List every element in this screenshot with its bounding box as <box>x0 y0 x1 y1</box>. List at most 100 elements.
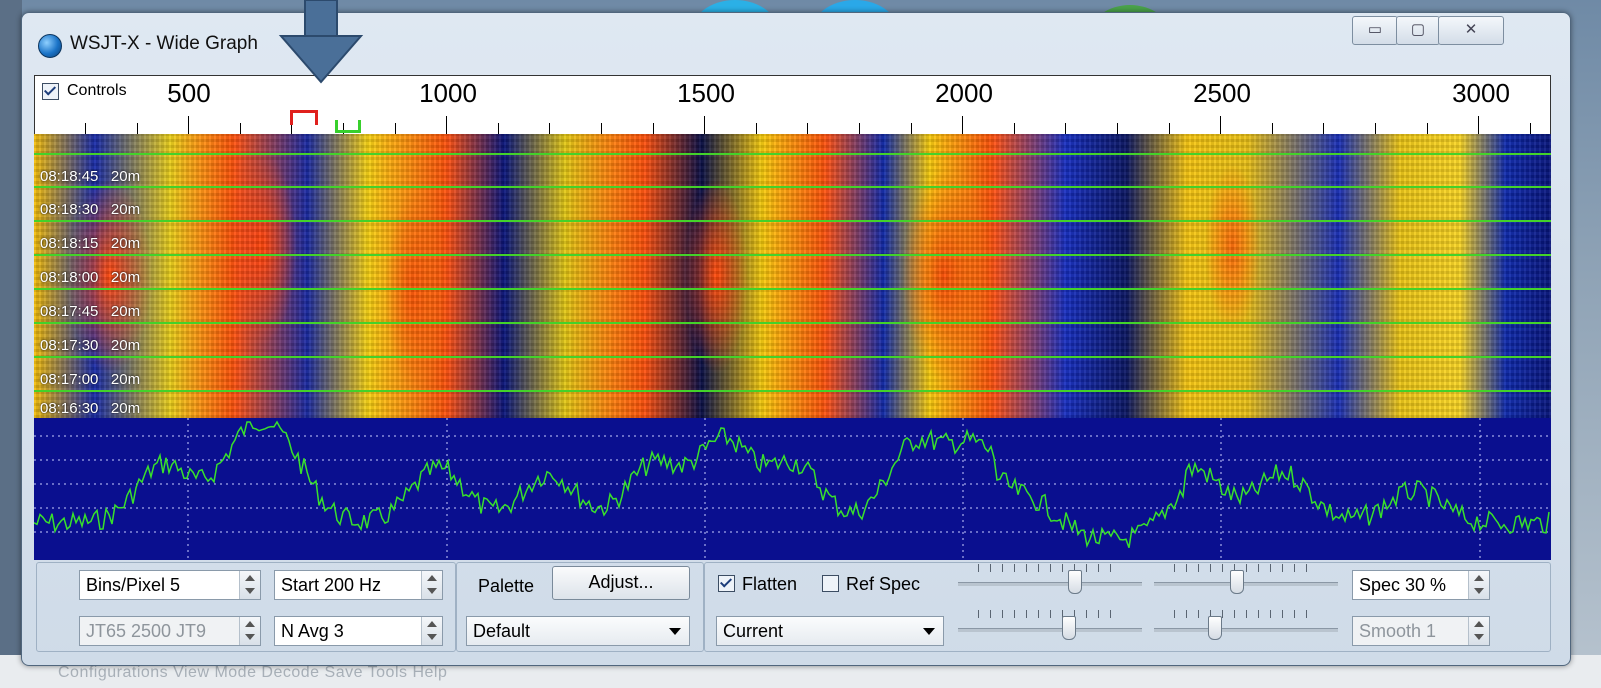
ruler-tick <box>1323 123 1325 134</box>
controls-label: Controls <box>67 82 127 99</box>
slider-handle[interactable] <box>1208 616 1222 640</box>
waterfall-timestamp: 08:16:30 20m <box>40 400 141 417</box>
dropdown-arrow-icon <box>923 628 935 635</box>
n-avg-spinbox[interactable]: N Avg 3 <box>274 616 443 646</box>
ruler-tick <box>1168 123 1170 134</box>
freq-label: 500 <box>167 78 211 108</box>
waterfall-timestamp: 08:18:00 20m <box>40 269 141 286</box>
spec-percent-spinbox[interactable]: Spec 30 % <box>1352 570 1490 600</box>
ruler-tick <box>291 123 293 134</box>
close-icon: ✕ <box>1464 21 1478 38</box>
group-palette <box>456 562 704 652</box>
period-separator <box>34 390 1551 392</box>
n-avg-value: N Avg 3 <box>281 621 344 641</box>
jt65-jt9-split-spinbox[interactable]: JT65 2500 JT9 <box>79 616 261 646</box>
waterfall-timestamp: 08:18:15 20m <box>40 235 141 252</box>
period-separator <box>34 220 1551 222</box>
waterfall-timestamp: 08:17:45 20m <box>40 303 141 320</box>
waterfall-noise <box>34 134 1551 418</box>
frequency-ruler[interactable]: Controls 500 1000 1500 2000 2500 3000 <box>34 75 1551 135</box>
ruler-tick <box>859 123 860 134</box>
group-flatten <box>704 562 1551 652</box>
slider-handle[interactable] <box>1062 616 1076 640</box>
palette-select[interactable]: Default <box>466 616 690 646</box>
ruler-tick <box>1426 123 1428 134</box>
period-separator <box>34 322 1551 324</box>
period-separator <box>34 153 1551 155</box>
period-separator <box>34 186 1551 188</box>
tx-frequency-marker[interactable] <box>290 110 318 125</box>
flatten-label: Flatten <box>742 574 798 594</box>
spectrum-gain-slider[interactable] <box>958 610 1142 646</box>
slider-ticks <box>1174 564 1318 572</box>
spectrum-svg <box>34 418 1551 560</box>
spin-arrows-icon[interactable] <box>239 571 260 599</box>
ruler-tick <box>1220 116 1222 134</box>
waterfall-display[interactable]: 08:18:45 20m 08:18:30 20m 08:18:15 20m 0… <box>34 134 1551 418</box>
group-bins <box>36 562 456 652</box>
waterfall-timestamp: 08:18:30 20m <box>40 201 141 218</box>
waterfall-timestamp: 08:17:30 20m <box>40 337 141 354</box>
flatten-checkbox[interactable] <box>718 575 735 592</box>
adjust-palette-button[interactable]: Adjust... <box>552 566 690 600</box>
jt65-jt9-split-value: JT65 2500 JT9 <box>86 621 207 641</box>
ruler-tick <box>1117 123 1118 134</box>
annotation-arrow-icon <box>278 0 364 84</box>
bins-per-pixel-spinbox[interactable]: Bins/Pixel 5 <box>79 570 261 600</box>
ruler-tick <box>652 123 654 134</box>
spectrum-mode-select[interactable]: Current <box>716 616 944 646</box>
ruler-tick <box>497 123 499 134</box>
spectrum-mode-value: Current <box>723 621 784 641</box>
ruler-tick <box>343 123 344 134</box>
spectrum-plot[interactable] <box>34 418 1551 560</box>
spec-percent-value: Spec 30 % <box>1359 575 1447 595</box>
minimize-button[interactable]: ▭ <box>1352 16 1398 45</box>
ruler-tick <box>446 116 448 134</box>
spectrum-zero-slider[interactable] <box>1154 610 1338 646</box>
freq-label: 1500 <box>677 78 735 108</box>
slider-handle[interactable] <box>1068 570 1082 594</box>
ruler-tick <box>394 123 396 134</box>
slider-handle[interactable] <box>1230 570 1244 594</box>
slider-ticks <box>978 564 1122 572</box>
gain-slider[interactable] <box>958 564 1142 600</box>
start-frequency-value: Start 200 Hz <box>281 575 382 595</box>
slider-ticks <box>978 610 1122 618</box>
ruler-tick <box>239 123 241 134</box>
close-button[interactable]: ✕ <box>1438 16 1504 45</box>
waterfall-timestamp: 08:18:45 20m <box>40 168 141 185</box>
slider-ticks <box>1174 610 1318 618</box>
spin-arrows-icon[interactable] <box>421 617 442 645</box>
minimize-icon: ▭ <box>1367 21 1383 38</box>
ruler-tick <box>755 123 757 134</box>
period-separator <box>34 288 1551 290</box>
background-app-menu-text: Configurations View Mode Decode Save Too… <box>58 664 448 681</box>
freq-label: 3000 <box>1452 78 1510 108</box>
ruler-tick <box>1529 123 1531 134</box>
spin-arrows-icon[interactable] <box>239 617 260 645</box>
maximize-button[interactable]: ▢ <box>1396 16 1440 45</box>
controls-checkbox[interactable] <box>42 83 59 100</box>
rx-frequency-marker[interactable] <box>335 120 361 133</box>
ruler-tick <box>704 116 706 134</box>
ruler-tick <box>1065 123 1067 134</box>
waterfall-timestamp: 08:17:00 20m <box>40 371 141 388</box>
globe-icon <box>38 34 62 58</box>
smooth-spinbox[interactable]: Smooth 1 <box>1352 616 1490 646</box>
start-frequency-spinbox[interactable]: Start 200 Hz <box>274 570 443 600</box>
spin-arrows-icon[interactable] <box>421 571 442 599</box>
ref-spec-label: Ref Spec <box>846 574 921 594</box>
slider-track <box>1154 582 1338 586</box>
palette-selected-value: Default <box>473 621 531 641</box>
ref-spec-checkbox[interactable] <box>822 575 839 592</box>
ruler-tick <box>85 123 86 134</box>
ruler-tick <box>1013 123 1015 134</box>
spin-arrows-icon[interactable] <box>1468 571 1489 599</box>
spin-arrows-icon[interactable] <box>1468 617 1489 645</box>
period-separator <box>34 254 1551 256</box>
freq-label: 1000 <box>419 78 477 108</box>
freq-label: 2500 <box>1193 78 1251 108</box>
zero-slider[interactable] <box>1154 564 1338 600</box>
ruler-tick <box>188 116 190 134</box>
ruler-tick <box>136 123 138 134</box>
